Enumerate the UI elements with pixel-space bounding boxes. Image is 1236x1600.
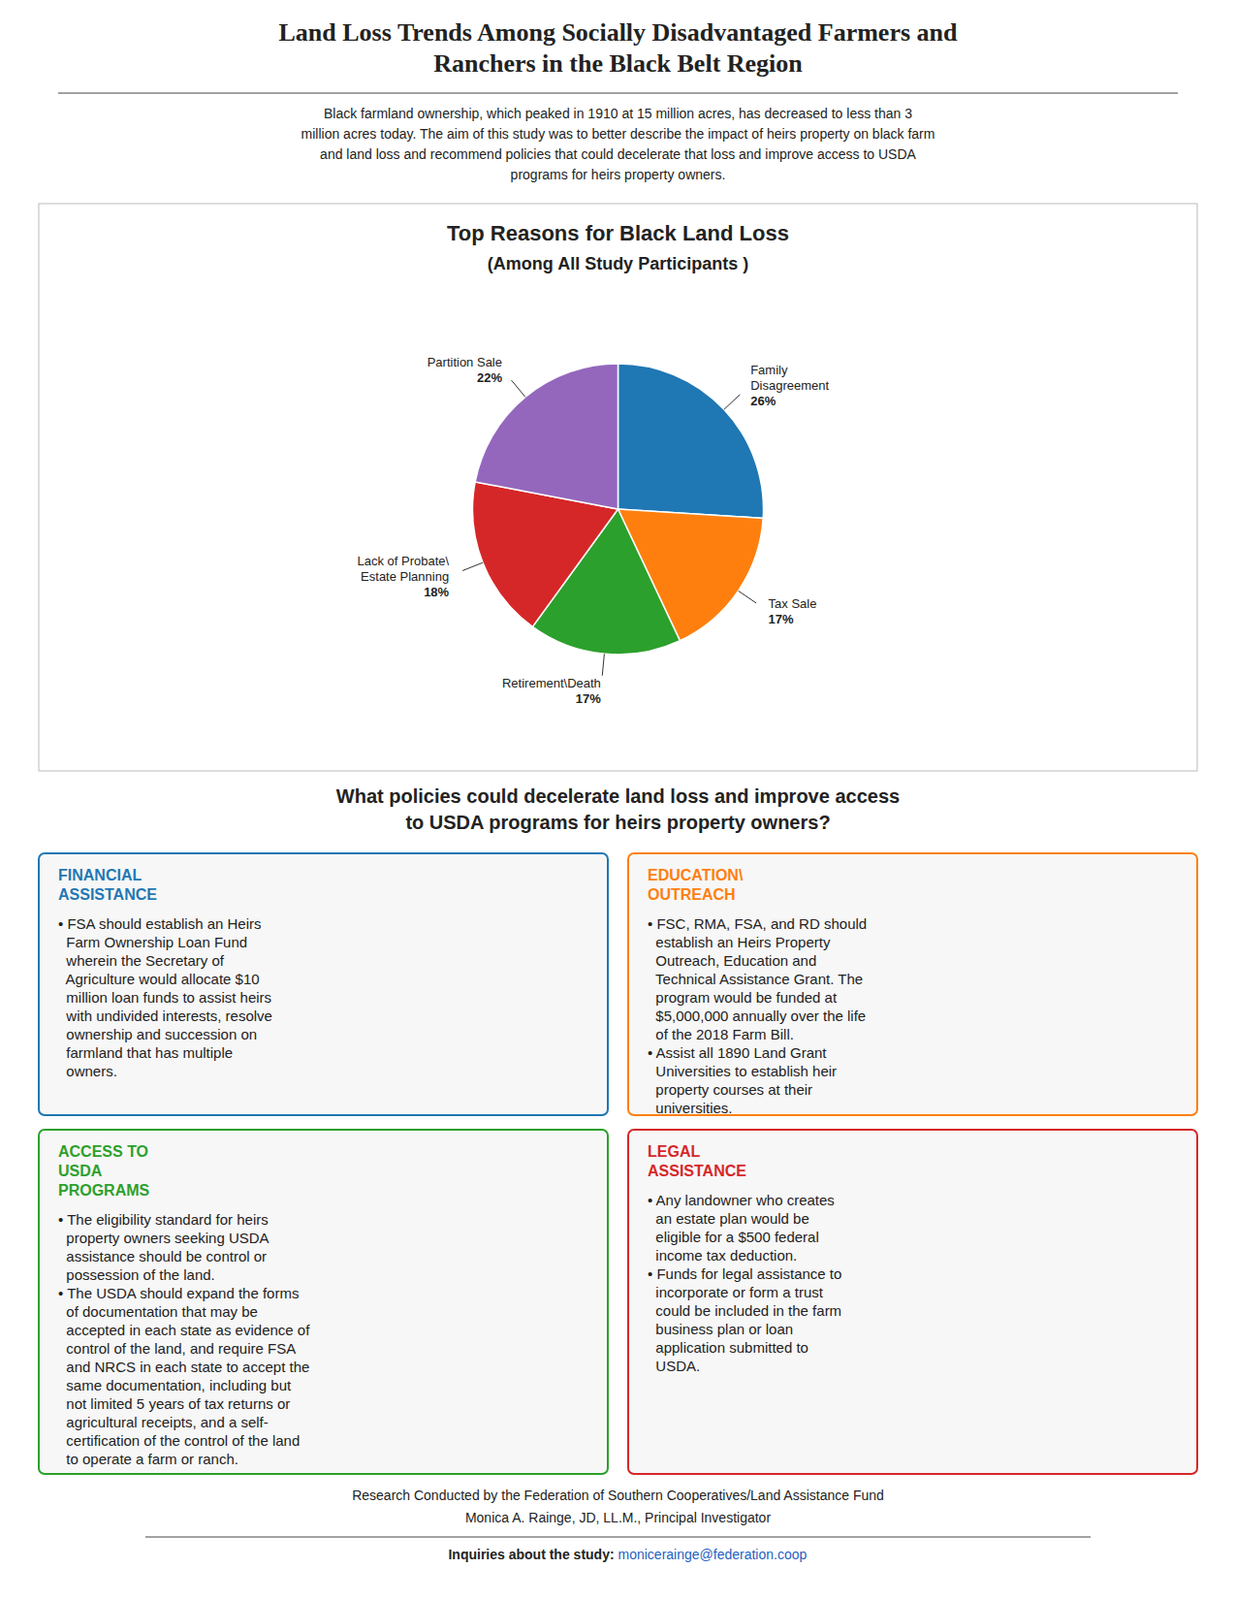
policy-heading: FINANCIALASSISTANCE xyxy=(58,866,158,903)
page: Land Loss Trends Among Socially Disadvan… xyxy=(0,0,1236,1600)
page-title: Land Loss Trends Among Socially Disadvan… xyxy=(279,18,958,78)
policy-boxes: FINANCIALASSISTANCE • FSA should establis… xyxy=(38,853,1198,1474)
slice-label: Tax Sale xyxy=(768,596,818,611)
leader-line xyxy=(724,394,740,410)
footer-text: Monica A. Rainge, JD, LL.M., Principal I… xyxy=(465,1509,771,1525)
leader-line xyxy=(602,653,604,675)
policy-box: LEGALASSISTANCE • Any landowner who creat… xyxy=(628,1129,1198,1474)
policy-box-frame xyxy=(628,853,1198,1115)
policy-box-frame xyxy=(628,1129,1198,1474)
leader-line xyxy=(462,562,483,571)
policy-text: • Any landowner who creates an estate pl… xyxy=(647,1191,842,1374)
pie-panel xyxy=(38,203,1198,771)
footer-text: Research Conducted by the Federation of … xyxy=(351,1487,885,1503)
slice-label: Lack of Probate\Estate Planning xyxy=(356,553,449,584)
slice-value-label: 17% xyxy=(575,691,602,706)
policy-box-frame xyxy=(38,1129,608,1474)
pie-slice xyxy=(618,363,764,518)
policy-heading: LEGALASSISTANCE xyxy=(647,1142,747,1179)
policy-heading: ACCESS TOUSDAPROGRAMS xyxy=(58,1142,151,1199)
rule xyxy=(145,1536,1091,1538)
policy-text: • FSC, RMA, FSA, and RD should establish… xyxy=(647,915,867,1116)
intro-text: Black farmland ownership, which peaked i… xyxy=(301,105,936,183)
chart-subtitle: (Among All Study Participants ) xyxy=(487,253,749,274)
question-text: What policies could decelerate land loss… xyxy=(336,785,900,833)
chart-title: Top Reasons for Black Land Loss xyxy=(446,221,790,246)
slice-label: Retirement\Death xyxy=(502,675,602,691)
footer: Research Conducted by the Federation of … xyxy=(145,1487,1091,1562)
slice-label: Partition Sale xyxy=(427,354,503,370)
footer-label: Inquiries about the study: xyxy=(447,1546,618,1562)
policy-box-frame xyxy=(38,853,608,1115)
pie-labels: FamilyDisagreement26%Tax Sale17%Retireme… xyxy=(356,354,829,706)
policy-box: FINANCIALASSISTANCE • FSA should establis… xyxy=(38,853,608,1115)
policy-text: • The eligibility standard for heirs pro… xyxy=(58,1210,311,1467)
footer-link: monicerainge@federation.coop xyxy=(618,1546,808,1562)
pie-section: Top Reasons for Black Land Loss (Among Al… xyxy=(38,203,1198,771)
pie-slice xyxy=(475,363,618,509)
policy-box: ACCESS TOUSDAPROGRAMS • The eligibility s… xyxy=(38,1129,608,1474)
leader-line xyxy=(738,590,758,603)
slice-value-label: 22% xyxy=(476,370,503,385)
slice-value-label: 18% xyxy=(423,584,449,600)
slice-value-label: 26% xyxy=(750,393,776,409)
pie-slices xyxy=(473,363,764,655)
policy-text: • FSA should establish an Heirs Farm Own… xyxy=(58,915,273,1079)
policy-heading: EDUCATION\OUTREACH xyxy=(647,866,744,903)
header: Land Loss Trends Among Socially Disadvan… xyxy=(58,18,1178,183)
leader-line xyxy=(511,380,526,397)
slice-label: FamilyDisagreement xyxy=(750,362,829,393)
slice-value-label: 17% xyxy=(768,611,794,627)
policy-box: EDUCATION\OUTREACH • FSC, RMA, FSA, and R… xyxy=(628,853,1198,1116)
rule xyxy=(58,93,1178,95)
